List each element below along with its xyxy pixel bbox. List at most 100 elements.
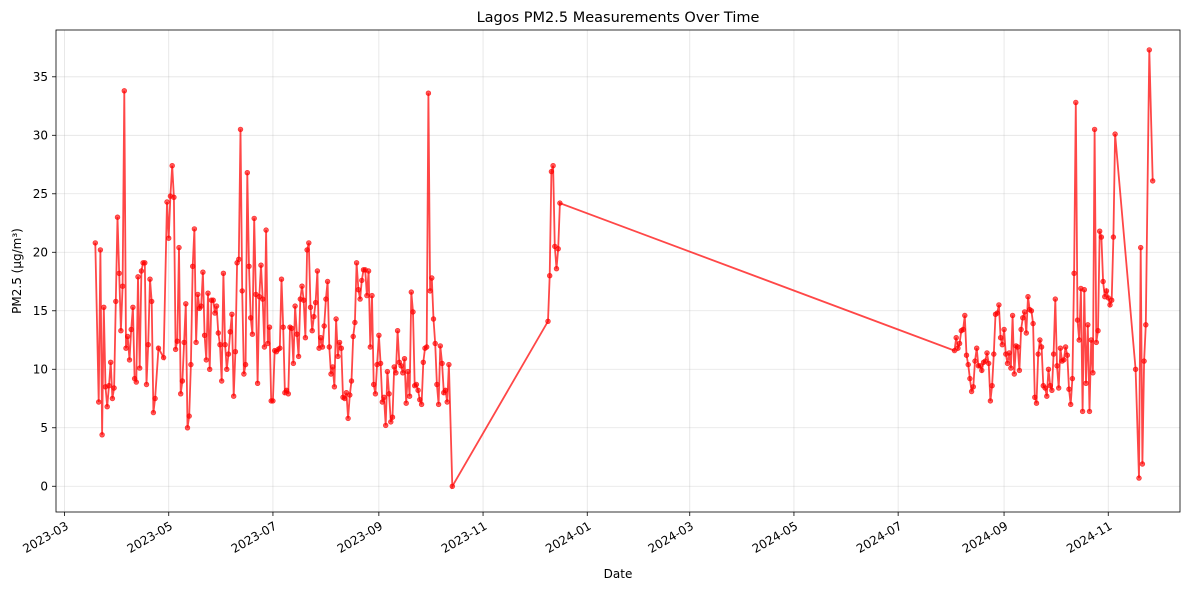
data-point [1052,296,1059,302]
y-tick-label: 35 [33,70,48,84]
data-point [164,199,170,205]
data-point [555,246,561,252]
data-point [188,361,194,368]
data-point [432,340,438,347]
data-point [434,381,440,388]
data-point [342,395,348,402]
data-point [364,292,370,299]
x-tick-label: 2023-07 [229,519,279,556]
x-tick-label: 2024-03 [646,519,696,556]
data-point [324,278,331,285]
data-point [254,380,261,386]
data-point [389,414,396,420]
data-point [212,310,218,316]
data-point [383,422,389,429]
data-point [304,247,310,253]
x-axis-label: Date [604,567,633,581]
chart-title: Lagos PM2.5 Measurements Over Time [477,10,760,26]
data-point [143,381,150,388]
data-point [429,275,435,281]
y-tick-label: 15 [33,304,48,318]
data-point [113,298,119,305]
data-point [1025,294,1031,300]
data-point [1035,351,1041,357]
data-point [1073,99,1079,106]
data-point [155,345,162,351]
data-point [1098,234,1105,240]
data-point [1079,408,1086,415]
data-point [99,432,105,438]
data-point [104,404,110,410]
data-point [1049,387,1055,393]
data-point [1100,278,1106,285]
data-point [190,263,196,269]
data-point [265,340,271,347]
y-axis-ticks: 0 5 10 15 20 25 30 35 [33,70,56,493]
data-point [1091,126,1098,133]
series-markers [92,47,1156,489]
data-point [384,368,391,375]
data-point [1006,350,1012,356]
data-point [130,304,136,310]
data-point [446,361,452,368]
data-point [323,296,329,302]
data-point [1057,345,1064,351]
data-point [1042,385,1048,391]
data-point [1047,383,1053,389]
data-point [417,397,423,403]
data-point [968,388,975,395]
data-point [338,345,344,351]
data-point [393,370,399,376]
data-point [353,260,360,266]
data-point [418,401,425,408]
x-tick-label: 2024-11 [1064,519,1114,556]
data-point [953,335,959,341]
data-point [369,292,375,299]
data-point [248,315,254,321]
data-point [191,226,198,232]
data-point [984,350,990,356]
data-point [1038,344,1045,350]
data-point [224,366,230,372]
data-point [294,331,300,337]
y-axis-label: PM2.5 (µg/m³) [10,228,24,314]
data-point [266,324,273,330]
data-point [1020,315,1026,321]
data-point [347,392,353,398]
series-line [94,49,1154,490]
data-point [126,357,133,363]
data-point [219,378,225,384]
data-point [1088,337,1094,343]
data-point [263,227,269,233]
data-point [979,367,985,374]
data-point [1014,344,1021,350]
data-point [222,342,228,348]
data-point [1050,351,1057,357]
data-point [258,262,264,268]
data-point [278,276,285,282]
x-axis-ticks: 2023-03 2023-05 2023-07 2023-09 2023-11 2024-… [20,512,1115,556]
data-point [548,168,555,175]
x-gridlines [64,30,1109,512]
data-point [996,302,1002,308]
data-point [1009,312,1016,319]
data-point [215,330,222,336]
data-point [225,351,232,357]
data-point [413,381,420,388]
data-point [116,270,122,276]
data-point [210,297,216,303]
data-point [1021,309,1028,315]
data-point [261,344,268,350]
data-point [410,309,416,315]
data-point [138,268,145,274]
x-tick-label: 2024-09 [960,519,1010,556]
data-point [371,381,377,388]
data-point [128,326,134,333]
data-point [137,365,143,371]
data-point [220,270,227,276]
data-point [430,316,437,322]
data-point [425,90,432,96]
data-point [150,409,157,416]
data-point [989,383,995,389]
data-point [195,291,201,298]
